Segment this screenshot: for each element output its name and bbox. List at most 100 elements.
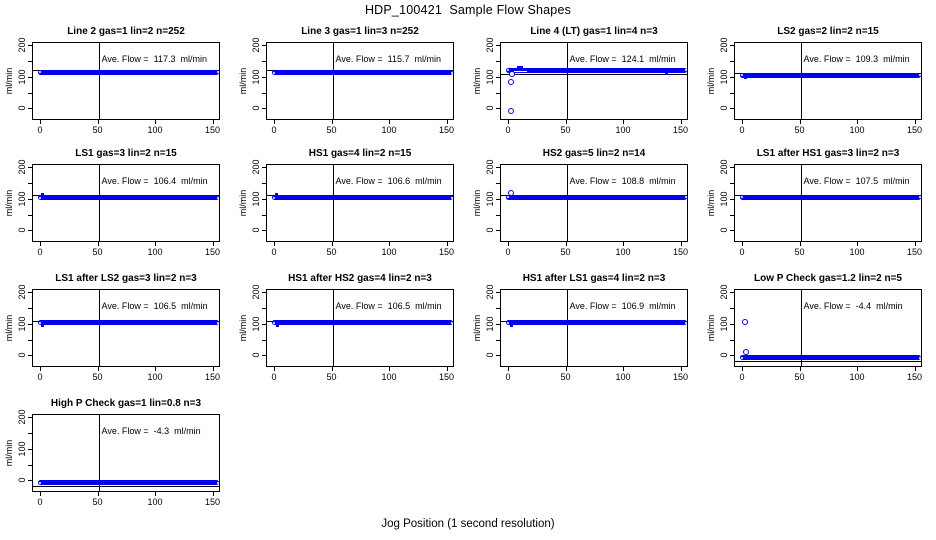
x-tick-mark — [331, 367, 333, 371]
y-tick-mark — [730, 60, 734, 62]
y-tick-label: 100 — [251, 69, 261, 85]
x-tick-mark — [799, 120, 801, 124]
y-tick-mark — [730, 45, 734, 47]
y-tick-label: 100 — [17, 316, 27, 332]
y-tick-mark — [262, 339, 266, 341]
band-end-open-circle — [507, 69, 510, 71]
average-flow-text: Ave. Flow = 106.4 ml/min — [101, 176, 208, 187]
x-tick-mark — [680, 120, 682, 124]
x-tick-mark — [857, 367, 859, 371]
average-flow-line — [501, 73, 687, 75]
y-tick-mark — [730, 292, 734, 294]
x-tick-mark — [742, 367, 744, 371]
y-tick-mark — [262, 355, 266, 357]
subplot-9: LS1 after LS2 gas=3 lin=2 n=3 ml/min 0 100 2… — [0, 269, 234, 394]
band-end-open-circle — [216, 481, 219, 484]
y-tick-mark — [496, 167, 500, 169]
x-tick-mark — [155, 492, 157, 496]
subplot-title: HS2 gas=5 lin=2 n=14 — [542, 148, 646, 159]
band-end-open-circle — [741, 74, 744, 77]
flow-data-band — [272, 70, 453, 76]
y-tick-label: 0 — [485, 227, 495, 233]
y-tick-label: 200 — [485, 284, 495, 300]
x-tick-mark — [446, 367, 448, 371]
y-tick-mark — [28, 198, 32, 200]
x-tick-mark — [508, 367, 510, 371]
band-end-open-circle — [273, 321, 276, 324]
vertical-reference-line — [332, 290, 334, 366]
x-tick-label: 0 — [37, 372, 43, 382]
x-tick-mark — [914, 120, 916, 124]
y-tick-label: 0 — [17, 352, 27, 358]
band-gap — [513, 71, 528, 73]
y-axis-unit-label: ml/min — [238, 67, 248, 95]
x-tick-mark — [97, 120, 99, 124]
y-tick-mark — [496, 323, 500, 325]
subplot-8: LS1 after HS1 gas=3 lin=2 n=3 ml/min 0 100 2… — [702, 144, 936, 269]
subplot-title: Low P Check gas=1.2 lin=2 n=5 — [754, 273, 902, 284]
y-tick-label: 0 — [251, 105, 261, 111]
x-tick-mark — [623, 367, 625, 371]
x-tick-mark — [565, 120, 567, 124]
vertical-reference-line — [800, 43, 802, 119]
subplot-11: HS1 after LS1 gas=4 lin=2 n=3 ml/min 0 100 2… — [468, 269, 702, 394]
x-tick-mark — [97, 492, 99, 496]
y-tick-mark — [28, 230, 32, 232]
x-tick-label: 100 — [381, 125, 397, 135]
vertical-reference-line — [566, 290, 568, 366]
flow-data-band — [272, 320, 453, 326]
y-tick-mark — [730, 182, 734, 184]
average-flow-text: Ave. Flow = -4.3 ml/min — [101, 426, 201, 437]
y-axis-unit-label: ml/min — [472, 314, 482, 342]
band-end-open-circle — [450, 71, 453, 74]
y-axis-unit-label: ml/min — [4, 314, 14, 342]
x-tick-label: 50 — [92, 372, 103, 382]
subplot-title: Line 3 gas=1 lin=3 n=252 — [301, 26, 419, 37]
y-tick-mark — [730, 339, 734, 341]
vertical-reference-line — [332, 43, 334, 119]
average-flow-text: Ave. Flow = 106.5 ml/min — [101, 301, 208, 312]
y-tick-label: 0 — [485, 105, 495, 111]
y-tick-mark — [28, 292, 32, 294]
outlier-point — [665, 71, 669, 75]
flow-data-band — [38, 69, 219, 75]
y-axis-unit-label: ml/min — [4, 439, 14, 467]
x-tick-label: 50 — [794, 372, 805, 382]
band-end-open-circle — [216, 321, 219, 324]
band-end-open-circle — [39, 481, 42, 484]
band-end-open-circle — [450, 196, 453, 199]
y-tick-mark — [28, 307, 32, 309]
average-flow-line — [735, 361, 921, 363]
y-tick-mark — [262, 92, 266, 94]
y-tick-mark — [28, 339, 32, 341]
x-tick-mark — [680, 242, 682, 246]
band-end-open-circle — [684, 69, 687, 71]
x-tick-label: 150 — [907, 125, 923, 135]
outlier-point — [509, 70, 516, 77]
subplot-title: LS1 after LS2 gas=3 lin=2 n=3 — [55, 273, 197, 284]
x-tick-label: 0 — [739, 372, 745, 382]
y-tick-mark — [496, 339, 500, 341]
flow-data-band — [506, 320, 687, 326]
x-tick-mark — [857, 242, 859, 246]
y-tick-label: 100 — [17, 441, 27, 457]
y-tick-label: 200 — [17, 37, 27, 53]
y-tick-label: 0 — [17, 477, 27, 483]
average-flow-text: Ave. Flow = 106.6 ml/min — [335, 176, 442, 187]
flow-data-band — [272, 195, 453, 201]
flow-data-band — [38, 195, 219, 201]
y-tick-label: 200 — [719, 284, 729, 300]
x-tick-mark — [40, 120, 42, 124]
x-tick-mark — [857, 120, 859, 124]
x-tick-label: 100 — [615, 125, 631, 135]
subplot-7: HS2 gas=5 lin=2 n=14 ml/min 0 100 200 0 50 100 1… — [468, 144, 702, 269]
x-axis-label: Jog Position (1 second resolution) — [381, 518, 555, 530]
y-tick-label: 100 — [251, 316, 261, 332]
y-tick-label: 200 — [17, 159, 27, 175]
y-tick-mark — [496, 60, 500, 62]
x-tick-label: 50 — [560, 372, 571, 382]
y-tick-mark — [28, 167, 32, 169]
plot-area: Ave. Flow = 107.5 ml/min — [734, 164, 922, 242]
x-tick-label: 0 — [739, 247, 745, 257]
band-end-open-circle — [507, 321, 510, 324]
